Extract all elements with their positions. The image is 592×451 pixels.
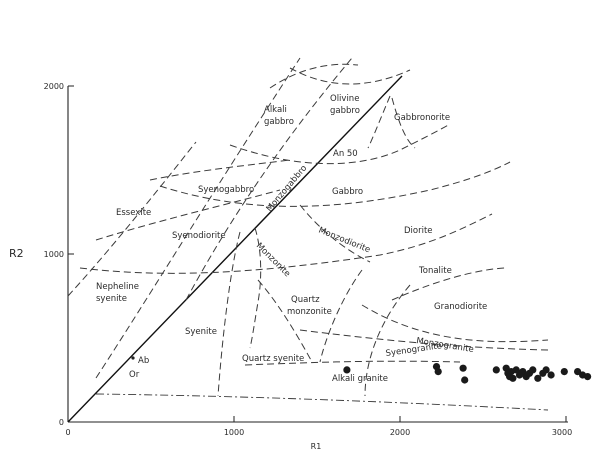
label-syenodiorite: Syenodiorite [172, 231, 226, 241]
label-syenite: Syenite [185, 327, 217, 337]
label-an50: An 50 [333, 149, 358, 159]
label-quartz-monzonite-2: monzonite [287, 307, 332, 317]
sample-points [343, 363, 592, 384]
data-point [343, 366, 351, 374]
label-nepheline-syenite-1: Nepheline [96, 282, 139, 292]
boundary-21 [364, 284, 411, 397]
x-tick-label-2000: 2000 [390, 428, 410, 437]
y-tick-label-0: 0 [59, 418, 64, 427]
boundary-9 [289, 67, 411, 85]
ab-marker [131, 356, 135, 360]
label-olivine-gabbro-2: gabbro [330, 106, 360, 116]
y-tick-label-1000: 1000 [44, 250, 64, 259]
label-olivine-gabbro-1: Olivine [330, 94, 359, 104]
boundary-16 [257, 279, 313, 363]
data-point [512, 366, 520, 374]
label-alkali-gabbro-2: gabbro [264, 117, 294, 127]
data-point [529, 366, 537, 374]
label-gabbronorite: Gabbronorite [394, 113, 450, 123]
boundary-14 [249, 227, 262, 349]
label-quartz-monzonite-1: Quartz [291, 295, 320, 305]
boundary-4 [159, 161, 511, 207]
boundary-15 [217, 231, 241, 397]
feldspar-trend-line [67, 75, 403, 423]
label-alkali-granite: Alkali granite [332, 374, 388, 384]
data-point [492, 366, 500, 374]
label-tonalite: Tonalite [418, 266, 452, 276]
data-point [560, 368, 568, 376]
data-point [509, 374, 517, 382]
label-ab: Ab [138, 356, 149, 366]
label-nepheline-syenite-2: syenite [96, 294, 127, 304]
boundary-11 [391, 97, 416, 149]
label-syenogranite: Syenogranite [385, 341, 442, 359]
boundary-2 [95, 189, 281, 241]
boundary-22 [244, 360, 461, 366]
label-alkali-gabbro-1: Alkali [264, 105, 287, 115]
label-monzodiorite: Monzodiorite [317, 226, 372, 256]
boundary-10 [269, 63, 359, 89]
data-point [459, 364, 467, 372]
y-tick-label-2000: 2000 [44, 82, 64, 91]
data-point [584, 373, 592, 381]
field-labels: Alkali gabbro Olivine gabbro Gabbronorit… [96, 94, 487, 384]
boundary-12 [367, 95, 391, 149]
label-diorite: Diorite [404, 226, 433, 236]
boundary-1 [67, 141, 197, 297]
boundary-8 [185, 57, 353, 301]
x-tick-label-1000: 1000 [224, 428, 244, 437]
boundary-6 [229, 123, 451, 165]
label-or: Or [129, 370, 140, 380]
boundary-13 [299, 204, 371, 263]
label-quartz-syenite: Quartz syenite [242, 354, 304, 364]
field-boundaries [67, 57, 549, 411]
x-tick-label-0: 0 [65, 428, 70, 437]
data-point [434, 368, 442, 376]
data-point [461, 376, 469, 384]
boundary-7 [95, 57, 301, 379]
y-axis-title: R2 [9, 247, 24, 260]
boundary-5 [149, 159, 291, 181]
boundary-17 [319, 269, 363, 363]
data-point [547, 371, 555, 379]
boundary-18 [361, 304, 549, 343]
data-point [542, 366, 550, 374]
lower-limit-line [95, 393, 549, 411]
label-granodiorite: Granodiorite [434, 302, 487, 312]
boundary-3 [79, 213, 493, 274]
x-axis-title: R1 [311, 442, 322, 451]
boundary-19 [391, 267, 507, 301]
label-syenogabbro: Syenogabbro [198, 185, 254, 195]
label-monzonite: Monzonite [254, 241, 292, 279]
x-tick-label-3000: 3000 [552, 428, 572, 437]
data-point [534, 374, 542, 382]
label-essexite: Essexite [116, 208, 151, 218]
label-gabbro: Gabbro [332, 187, 363, 197]
boundary-20 [299, 329, 549, 351]
